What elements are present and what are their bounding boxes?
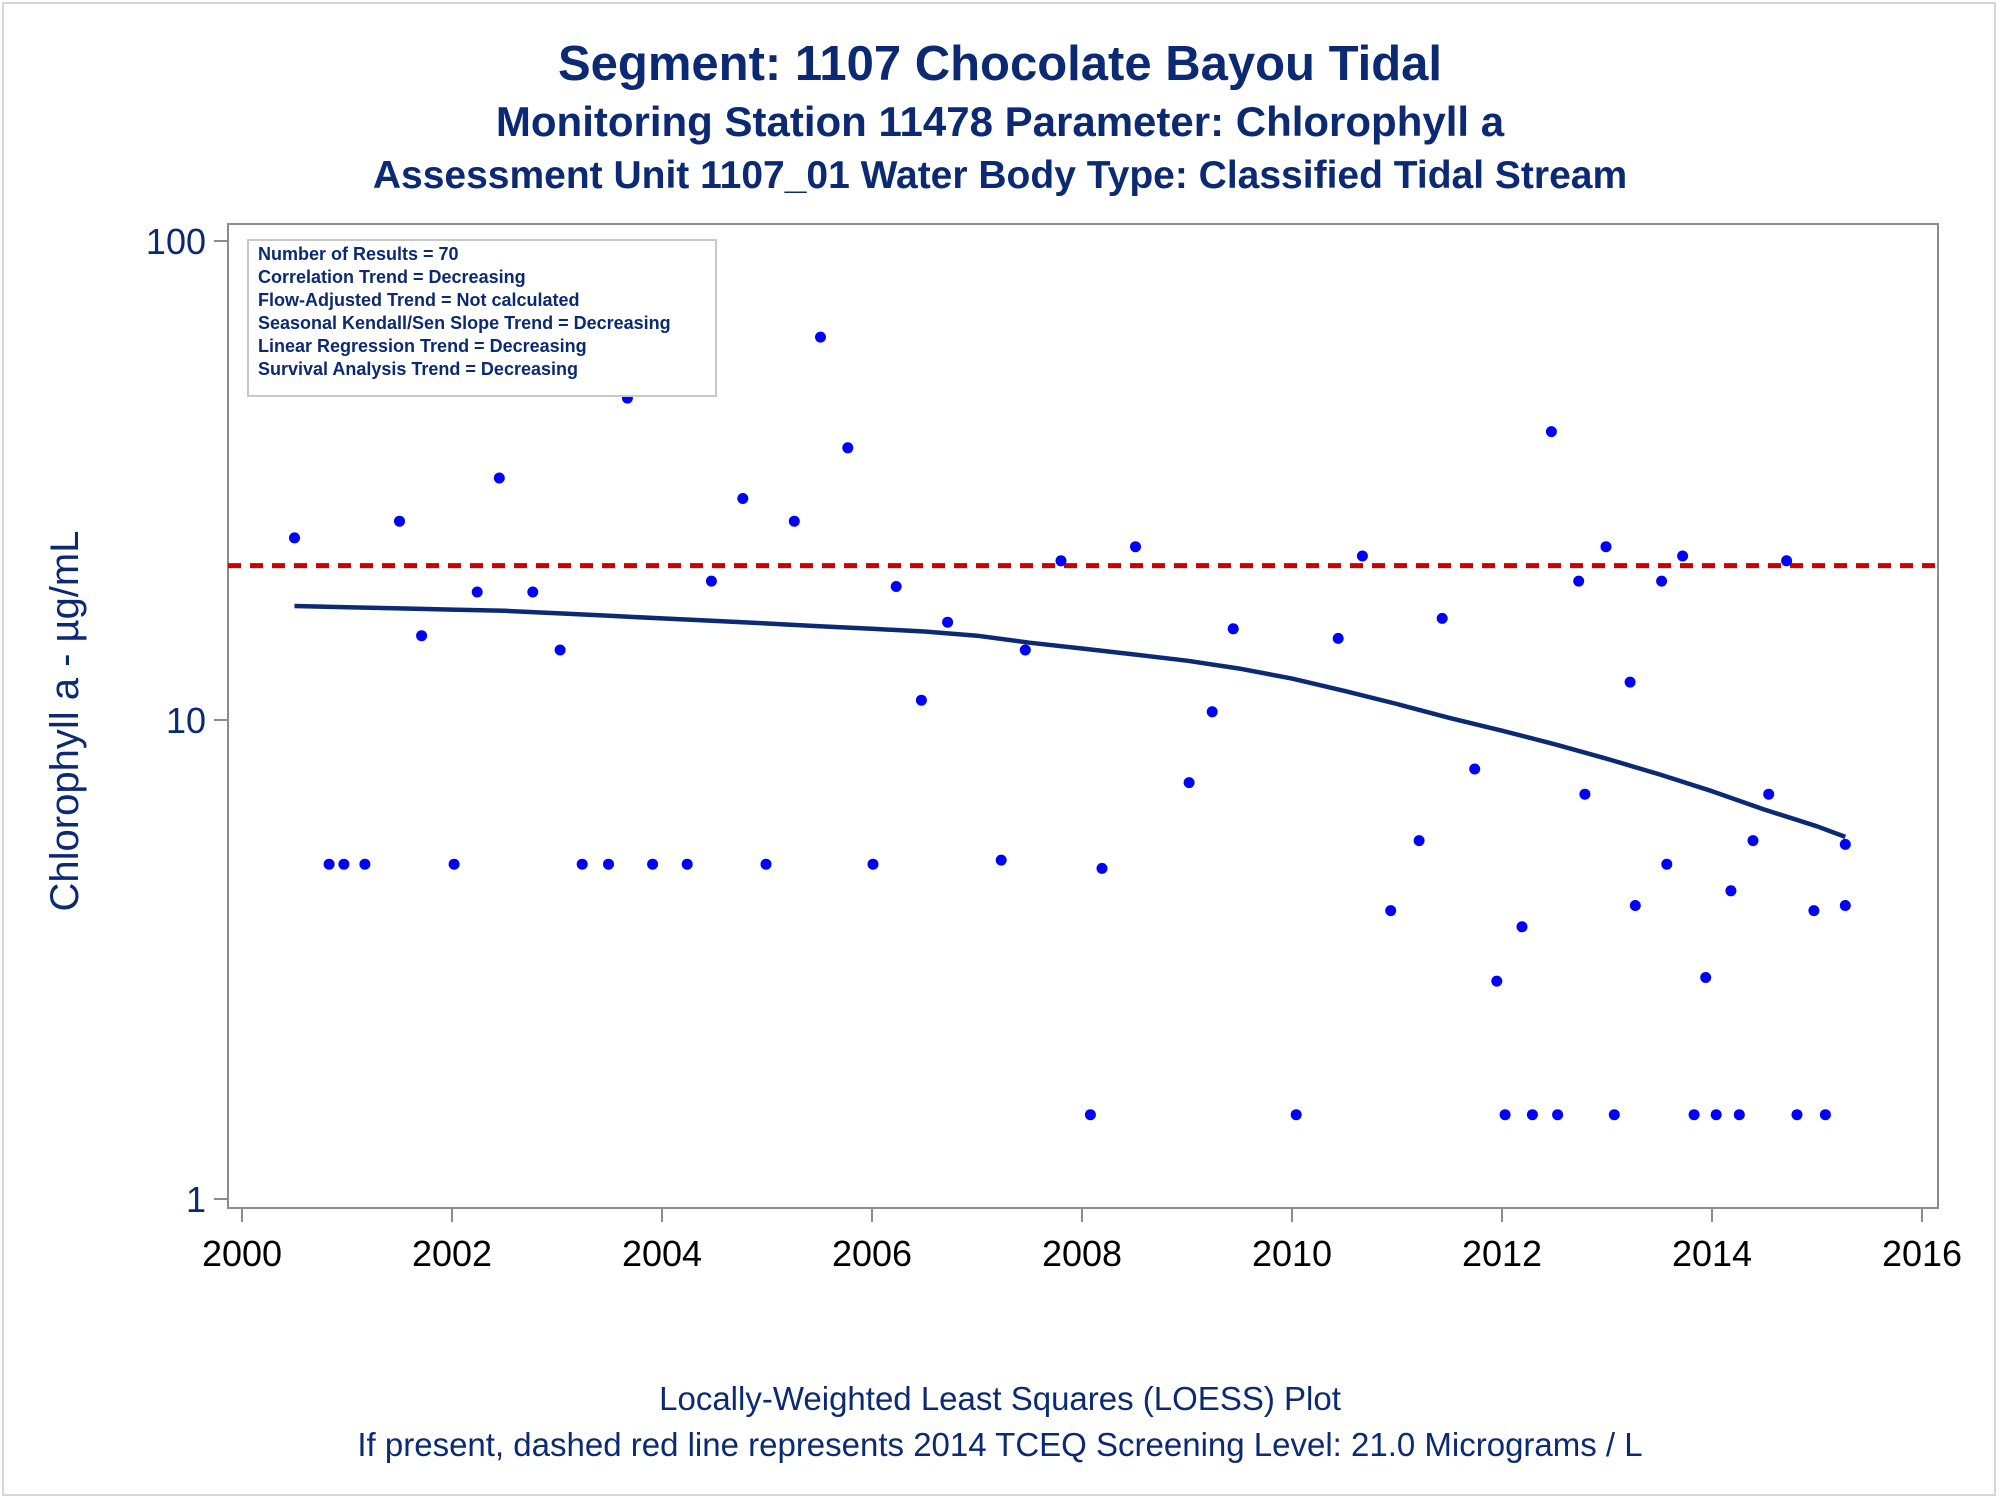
data-point [1019,644,1031,656]
data-point [1661,858,1673,870]
data-point [1227,623,1239,635]
data-point [705,575,717,587]
footnote-loess: Locally-Weighted Least Squares (LOESS) P… [659,1380,1341,1417]
data-point [576,858,588,870]
data-point [867,858,879,870]
data-point [1516,921,1528,933]
data-point [647,858,659,870]
data-point [1552,1109,1564,1121]
chart-title: Segment: 1107 Chocolate Bayou Tidal [557,37,1443,91]
data-point [1332,632,1344,644]
data-point [1839,900,1851,911]
stats-box-line: Flow-Adjusted Trend = Not calculated [258,290,580,310]
data-point [1747,835,1759,847]
data-point [760,858,772,870]
chart-subtitle-station: Monitoring Station 11478 Parameter: Chlo… [495,98,1505,145]
data-point [737,493,749,504]
data-point [493,472,505,484]
data-point [681,858,693,870]
data-point [1656,575,1668,587]
data-point [603,858,614,870]
data-point [338,858,350,870]
stats-box-line: Seasonal Kendall/Sen Slope Trend = Decre… [258,313,671,333]
data-point [1600,541,1612,553]
stats-box-line: Number of Results = 70 [258,244,459,264]
data-point [1206,706,1218,718]
data-point [1808,905,1820,917]
data-point [1183,777,1195,789]
data-point [995,854,1007,866]
data-point [842,442,854,454]
x-tick-label: 2010 [1252,1233,1332,1274]
data-point [1096,862,1108,874]
data-point [1839,838,1851,850]
data-point [1545,426,1557,438]
data-point [815,331,826,343]
data-point [1725,885,1737,897]
data-point [1677,550,1689,562]
y-tick-label: 10 [166,700,206,741]
stats-box-border [247,239,717,397]
data-point [1290,1109,1302,1121]
data-point [1710,1109,1722,1121]
data-point [1499,1109,1511,1121]
x-tick-label: 2016 [1882,1233,1962,1274]
chart-subtitle-assessment: Assessment Unit 1107_01 Water Body Type:… [372,154,1628,197]
data-point [416,630,428,642]
data-point [289,532,300,544]
data-point [448,858,460,870]
data-point [394,515,405,527]
data-point [527,586,539,598]
data-point [915,694,927,706]
data-point [890,581,902,592]
data-point [1469,763,1481,775]
data-point [1819,1109,1831,1121]
x-tick-label: 2014 [1672,1233,1752,1274]
y-tick-label: 100 [146,221,206,262]
data-point [1629,900,1641,911]
data-point [1356,550,1368,562]
data-point [323,858,335,870]
footnote-screening: If present, dashed red line represents 2… [357,1426,1643,1463]
data-point [1791,1109,1803,1121]
stats-box-line: Correlation Trend = Decreasing [258,267,526,287]
data-point [1733,1109,1745,1121]
x-tick-label: 2002 [412,1233,492,1274]
y-axis-title: Chlorophyll a - µg/mL [43,531,87,912]
x-tick-label: 2004 [622,1233,702,1274]
data-point [1608,1109,1620,1121]
x-tick-label: 2008 [1042,1233,1122,1274]
data-point [1781,555,1793,567]
loess-curve [294,603,1847,840]
stats-box-line: Linear Regression Trend = Decreasing [258,336,587,356]
data-point [1700,972,1712,983]
x-tick-label: 2000 [202,1233,282,1274]
y-tick-label: 1 [186,1179,206,1220]
data-point [1624,676,1636,688]
stats-box-line: Survival Analysis Trend = Decreasing [258,359,578,379]
data-point [1130,541,1141,553]
data-point [942,616,954,628]
data-point [1579,788,1591,800]
x-tick-label: 2006 [832,1233,912,1274]
data-point [788,515,800,527]
data-point [554,644,566,656]
data-point [1385,905,1397,917]
data-point [1688,1109,1700,1121]
data-point [1413,835,1425,847]
data-point [471,586,483,598]
data-point [1055,555,1067,567]
data-point [1573,575,1585,587]
data-point [1491,975,1503,987]
stats-box: Number of Results = 70 Correlation Trend … [247,239,717,397]
data-point [1526,1109,1538,1121]
data-point [1763,788,1775,800]
data-point [359,858,371,870]
data-point [1436,612,1448,624]
x-tick-label: 2012 [1462,1233,1542,1274]
data-point [1084,1109,1096,1121]
